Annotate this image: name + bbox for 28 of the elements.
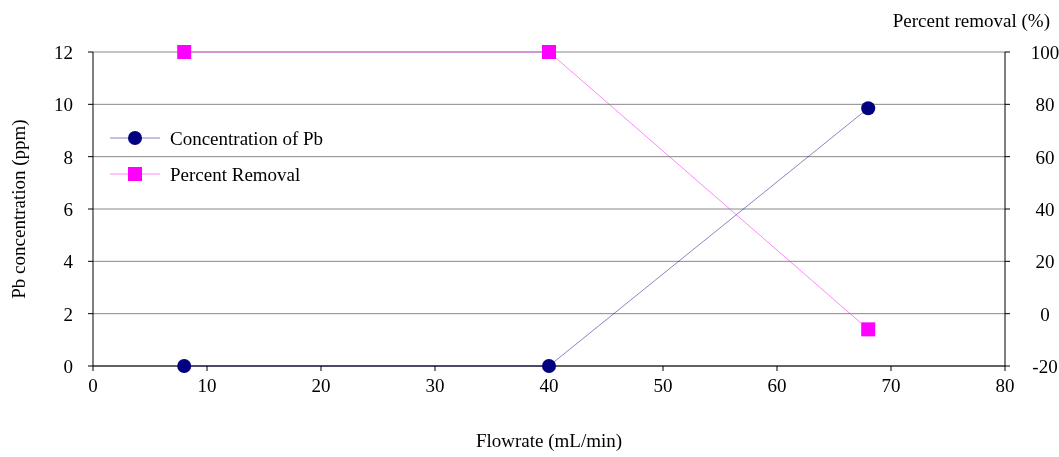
y-axis-title: Pb concentration (ppm) — [8, 119, 30, 299]
x-tick-label: 10 — [197, 375, 217, 396]
y2-tick-label: -20 — [1032, 356, 1058, 377]
x-tick-label: 80 — [995, 375, 1015, 396]
x-tick-label: 50 — [653, 375, 673, 396]
x-tick-label: 60 — [767, 375, 787, 396]
legend-label: Percent Removal — [170, 164, 301, 185]
y2-tick-label: 40 — [1035, 199, 1055, 220]
y-tick-label: 0 — [63, 356, 73, 377]
y2-tick-label: 60 — [1035, 146, 1055, 168]
x-axis-title: Flowrate (mL/min) — [475, 430, 623, 452]
legend-label: Concentration of Pb — [170, 128, 324, 149]
y-tick-label: 8 — [63, 146, 73, 168]
y-tick-label: 6 — [63, 199, 73, 220]
y2-tick-label: 80 — [1035, 94, 1055, 116]
x-tick-label: 70 — [881, 375, 901, 396]
x-tick-label: 30 — [425, 375, 445, 396]
y-tick-label: 10 — [54, 94, 73, 116]
y2-tick-label: 100 — [1030, 42, 1059, 63]
y-tick-label: 4 — [63, 251, 74, 273]
x-tick-label: 0 — [88, 375, 98, 396]
x-tick-label: 20 — [311, 375, 331, 396]
y-tick-label: 2 — [63, 303, 73, 325]
y-tick-label: 12 — [54, 42, 73, 63]
x-tick-label: 40 — [539, 375, 559, 396]
y2-tick-label: 0 — [1040, 303, 1050, 325]
y2-axis-title: Percent removal (%) — [892, 10, 1050, 32]
y2-tick-label: 20 — [1035, 251, 1055, 273]
